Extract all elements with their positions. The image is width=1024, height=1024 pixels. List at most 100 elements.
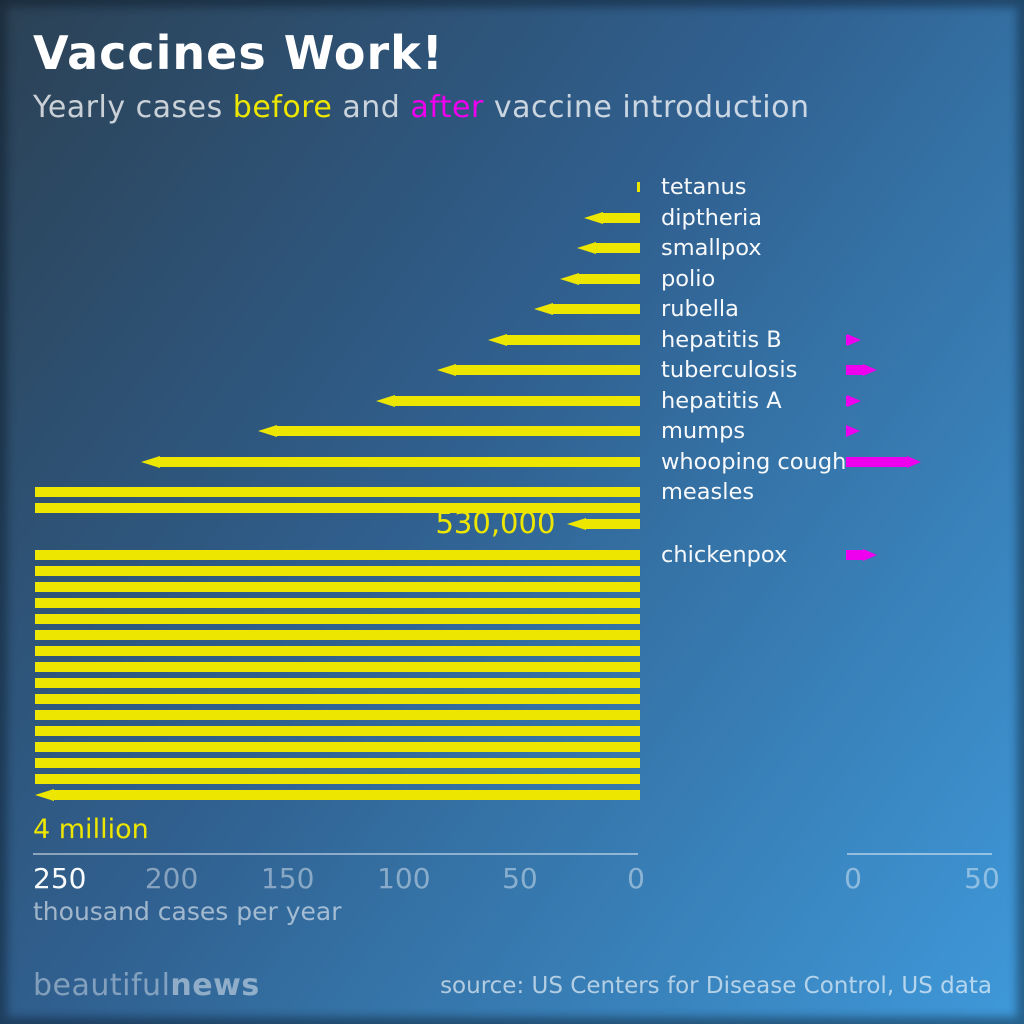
right-axis-tick: 50	[964, 862, 1000, 895]
disease-label: mumps	[661, 418, 746, 444]
before-bar	[35, 644, 640, 657]
bar-body	[35, 693, 640, 704]
before-bar	[35, 596, 640, 609]
right-axis-tick: 0	[844, 862, 862, 895]
bar-arrow-tip	[862, 364, 877, 376]
bar-body	[35, 773, 640, 784]
before-bar	[35, 676, 640, 689]
bar-arrow-tip	[487, 333, 507, 346]
bar-body	[586, 519, 640, 529]
after-bar	[846, 333, 862, 346]
bar-arrow-tip	[436, 364, 456, 376]
bar-body	[35, 613, 640, 624]
bar-body	[160, 456, 640, 467]
bar-body	[35, 709, 640, 720]
bar-body	[276, 426, 640, 436]
before-bar	[35, 692, 640, 705]
disease-label: tuberculosis	[661, 357, 798, 383]
before-bar	[584, 211, 640, 224]
bar-body	[35, 581, 640, 592]
bar-arrow-tip	[847, 333, 862, 346]
subtitle-post: vaccine introduction	[483, 90, 810, 125]
disease-label: diptheria	[661, 204, 763, 231]
source-credit: source: US Centers for Disease Control, …	[440, 973, 992, 999]
before-bar	[35, 724, 640, 737]
bar-body	[552, 304, 640, 314]
subtitle-after-word: after	[410, 90, 484, 125]
bar-arrow-tip	[847, 394, 862, 407]
bar-body	[35, 741, 640, 752]
brand-light: beautiful	[33, 968, 171, 1003]
before-bar	[35, 628, 640, 641]
disease-label: smallpox	[661, 235, 762, 261]
bar-body	[579, 273, 640, 284]
before-bar	[35, 548, 640, 561]
bar-body	[35, 487, 640, 497]
bar-arrow-tip	[560, 272, 580, 285]
bar-arrow-tip	[35, 788, 54, 801]
disease-label: hepatitis B	[661, 326, 782, 353]
after-bar	[846, 364, 877, 377]
subtitle-mid: and	[332, 90, 411, 125]
bar-arrow-tip	[846, 425, 860, 437]
left-axis-tick: 0	[627, 862, 645, 895]
value-annotation: 530,000	[435, 506, 556, 540]
subtitle: Yearly cases before and after vaccine in…	[33, 90, 810, 125]
after-bar	[846, 394, 862, 407]
bar-body	[35, 677, 640, 688]
before-bar	[567, 518, 640, 531]
bar-arrow-tip	[376, 394, 396, 407]
bar-body	[846, 334, 848, 345]
disease-label: measles	[661, 479, 755, 505]
after-bar	[846, 425, 860, 438]
bar-arrow-tip	[862, 548, 877, 561]
bar-body	[35, 549, 640, 560]
bar-arrow-tip	[533, 303, 553, 315]
before-bar	[35, 612, 640, 625]
disease-label: whooping cough	[661, 448, 847, 475]
bar-arrow-tip	[141, 455, 161, 468]
before-bar	[560, 272, 640, 285]
before-bar	[35, 740, 640, 753]
bar-body	[596, 243, 640, 253]
bar-arrow-tip	[584, 211, 604, 224]
before-bar	[35, 660, 640, 673]
right-axis-line	[847, 853, 992, 855]
left-axis-tick: 150	[260, 862, 315, 895]
left-axis-tick: 250	[33, 862, 87, 895]
before-bar	[35, 756, 640, 769]
value-annotation: 4 million	[33, 813, 149, 845]
bar-body	[35, 725, 640, 736]
before-bar	[577, 242, 640, 255]
before-bar	[141, 455, 640, 468]
left-axis-caption: thousand cases per year	[33, 897, 342, 926]
before-bar	[35, 564, 640, 577]
before-bar	[533, 303, 640, 316]
bar-body	[35, 565, 640, 576]
bar-body	[54, 789, 640, 800]
bar-body	[395, 395, 640, 406]
after-bar	[846, 548, 877, 561]
bar-body	[35, 661, 640, 672]
bar-arrow-tip	[906, 455, 921, 468]
bar-body	[35, 757, 640, 768]
bar-body	[637, 182, 640, 192]
after-bar	[846, 455, 921, 468]
before-bar	[35, 708, 640, 721]
bar-body	[846, 549, 863, 560]
subtitle-before-word: before	[232, 90, 333, 125]
bar-arrow-tip	[577, 242, 597, 254]
before-bar	[436, 364, 640, 377]
before-bar	[487, 333, 640, 346]
left-axis-tick: 100	[377, 862, 431, 895]
before-bar	[35, 788, 640, 801]
left-axis-line	[33, 853, 638, 855]
brand-bold: news	[170, 968, 260, 1003]
bar-body	[35, 503, 640, 513]
bar-arrow-tip	[567, 518, 587, 530]
bar-body	[455, 365, 640, 375]
brand-logo: beautifulnews	[33, 968, 260, 1003]
before-bar	[35, 772, 640, 785]
disease-label: rubella	[661, 296, 739, 322]
